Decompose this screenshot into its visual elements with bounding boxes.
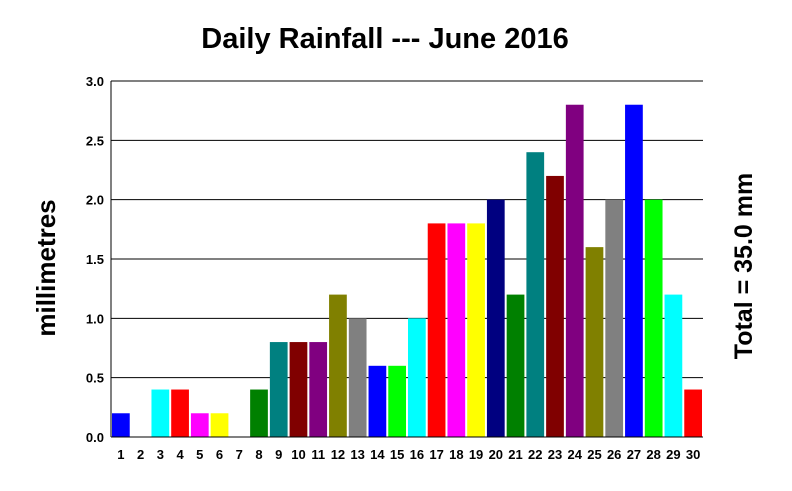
- bar-day-12: [329, 294, 347, 437]
- y-tick-label: 1.5: [86, 252, 104, 267]
- x-tick-label: 28: [646, 447, 660, 462]
- bar-day-21: [506, 294, 525, 437]
- bars: [112, 104, 702, 437]
- x-tick-label: 25: [587, 447, 601, 462]
- y-tick-label: 0.0: [86, 430, 104, 445]
- bar-day-5: [190, 413, 209, 437]
- bar-day-13: [348, 318, 367, 437]
- bar-day-17: [427, 223, 446, 437]
- x-tick-label: 23: [548, 447, 562, 462]
- x-tick-label: 5: [196, 447, 203, 462]
- y-tick-label: 2.5: [86, 133, 104, 148]
- x-tick-label: 18: [449, 447, 463, 462]
- bar-day-4: [171, 389, 189, 437]
- bar-day-9: [269, 342, 288, 437]
- x-tick-label: 30: [686, 447, 700, 462]
- x-tick-label: 10: [291, 447, 305, 462]
- bar-day-6: [210, 413, 229, 437]
- x-tick-label: 2: [137, 447, 144, 462]
- bar-day-15: [388, 365, 406, 437]
- bar-day-8: [250, 389, 268, 437]
- x-tick-label: 20: [489, 447, 503, 462]
- total-annotation: Total = 35.0 mm: [730, 173, 758, 359]
- bar-day-27: [625, 104, 643, 437]
- bar-day-25: [585, 247, 604, 437]
- bar-day-14: [368, 365, 387, 437]
- bar-day-16: [408, 318, 426, 437]
- x-tick-label: 1: [117, 447, 124, 462]
- x-tick-label: 14: [370, 447, 385, 462]
- y-axis-label: millimetres: [31, 199, 61, 336]
- bar-day-26: [605, 199, 624, 437]
- x-tick-label: 26: [607, 447, 621, 462]
- x-tick-label: 11: [311, 447, 325, 462]
- bar-day-1: [112, 413, 130, 437]
- x-tick-label: 19: [469, 447, 483, 462]
- axes: [110, 81, 703, 438]
- x-tick-label: 29: [666, 447, 680, 462]
- x-tick-label: 4: [176, 447, 184, 462]
- y-tick-label: 1.0: [86, 311, 104, 326]
- y-tick-label: 2.0: [86, 193, 104, 208]
- x-tick-label: 17: [429, 447, 443, 462]
- bar-day-22: [526, 152, 545, 437]
- x-tick-label: 13: [350, 447, 364, 462]
- chart-title: Daily Rainfall --- June 2016: [201, 23, 568, 55]
- x-tick-label: 8: [255, 447, 262, 462]
- x-tick-label: 9: [275, 447, 282, 462]
- x-tick-label: 3: [157, 447, 164, 462]
- x-tick-label: 27: [627, 447, 641, 462]
- gridlines: [111, 80, 703, 379]
- bar-day-29: [664, 294, 683, 437]
- y-tick-label: 0.5: [86, 371, 104, 386]
- x-tick-labels: 1 2 3 4 5 6 7 8 9 10 11 12 13 14 15 16 17 18 19 20 21 22 23 24 2…: [117, 447, 700, 462]
- x-tick-label: 22: [528, 447, 542, 462]
- x-tick-label: 21: [508, 447, 522, 462]
- x-tick-label: 12: [331, 447, 345, 462]
- x-tick-label: 16: [410, 447, 424, 462]
- bar-day-23: [546, 175, 564, 437]
- bar-day-24: [565, 104, 584, 437]
- bar-day-11: [309, 342, 328, 437]
- x-tick-label: 7: [236, 447, 243, 462]
- bar-day-10: [289, 342, 308, 437]
- bar-day-20: [486, 199, 505, 437]
- y-tick-labels: 0.0 0.5 1.0 1.5 2.0 2.5 3.0: [86, 74, 104, 445]
- bar-day-28: [644, 199, 663, 437]
- bar-day-30: [684, 389, 702, 437]
- bar-day-18: [447, 223, 466, 437]
- bar-day-3: [151, 389, 170, 437]
- x-tick-label: 6: [216, 447, 223, 462]
- x-tick-label: 15: [390, 447, 404, 462]
- bar-day-19: [467, 223, 485, 437]
- x-tick-label: 24: [567, 447, 582, 462]
- y-tick-label: 3.0: [86, 74, 104, 89]
